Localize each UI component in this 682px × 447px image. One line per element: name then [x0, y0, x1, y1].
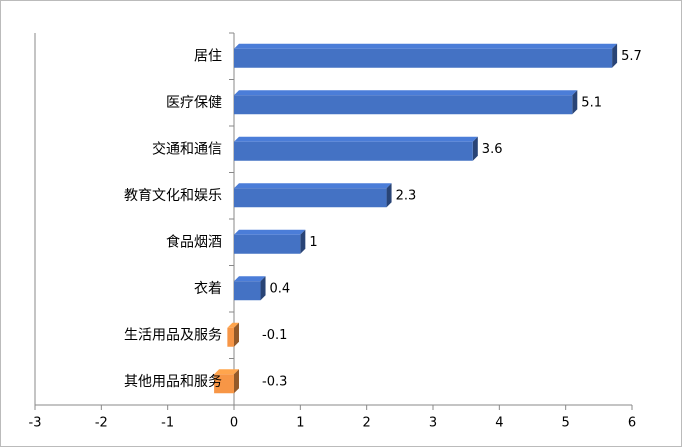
bar-top — [234, 276, 266, 282]
y-tick-label: 医疗保健 — [166, 95, 222, 111]
x-tick-label: -3 — [29, 416, 42, 431]
bar-side — [234, 322, 239, 347]
bar — [234, 229, 306, 254]
value-label: 5.7 — [621, 49, 642, 64]
value-label: 2.3 — [396, 188, 417, 203]
x-tick-label: 3 — [429, 416, 437, 431]
value-label: 3.6 — [482, 142, 503, 157]
x-tick-label: 2 — [363, 416, 371, 431]
bar-front — [234, 188, 387, 208]
y-tick-label: 生活用品及服务 — [124, 327, 222, 343]
y-tick-label: 交通和通信 — [152, 140, 222, 157]
value-label: 0.4 — [270, 281, 291, 296]
x-tick-label: 1 — [296, 416, 304, 431]
bar-top — [214, 369, 239, 375]
bar-side — [234, 369, 239, 394]
value-label: -0.3 — [262, 374, 287, 389]
bar — [214, 369, 239, 394]
bar — [234, 276, 266, 301]
bar-front — [234, 141, 473, 161]
bar — [234, 183, 392, 208]
x-tick-label: 5 — [562, 416, 570, 431]
x-tick-label: 4 — [495, 416, 503, 431]
x-tick-label: 6 — [628, 416, 636, 431]
bar-top — [234, 136, 478, 142]
y-tick-label: 居住 — [194, 48, 222, 64]
bar-side — [572, 90, 578, 115]
y-tick-label: 教育文化和娱乐 — [124, 188, 222, 204]
bar — [234, 90, 578, 115]
bar-front — [234, 281, 261, 301]
bar — [234, 136, 478, 161]
bar-top — [234, 43, 618, 49]
value-label: 5.1 — [581, 95, 602, 110]
bar-side — [260, 276, 266, 301]
bar-front — [234, 95, 573, 115]
x-tick-label: 0 — [230, 416, 238, 431]
bar — [234, 43, 618, 68]
bar-front — [234, 234, 301, 254]
x-tick-label: -2 — [95, 416, 108, 431]
bar-side — [472, 136, 478, 161]
bar-front — [214, 374, 234, 394]
bar-side — [612, 43, 618, 68]
y-tick-label: 其他用品和服务 — [124, 374, 222, 390]
bar-front — [234, 48, 613, 68]
y-tick-label: 衣着 — [194, 281, 222, 297]
bar — [227, 322, 239, 347]
bar-side — [386, 183, 392, 208]
bar-top — [234, 183, 392, 189]
value-label: 1 — [309, 235, 317, 250]
bar-front — [227, 327, 234, 347]
x-tick-label: -1 — [161, 416, 174, 431]
value-label: -0.1 — [262, 328, 287, 343]
bar-top — [234, 90, 578, 96]
bar-top — [227, 322, 239, 328]
bar-side — [300, 229, 306, 254]
y-tick-label: 食品烟酒 — [166, 233, 222, 250]
bar-top — [234, 229, 306, 235]
